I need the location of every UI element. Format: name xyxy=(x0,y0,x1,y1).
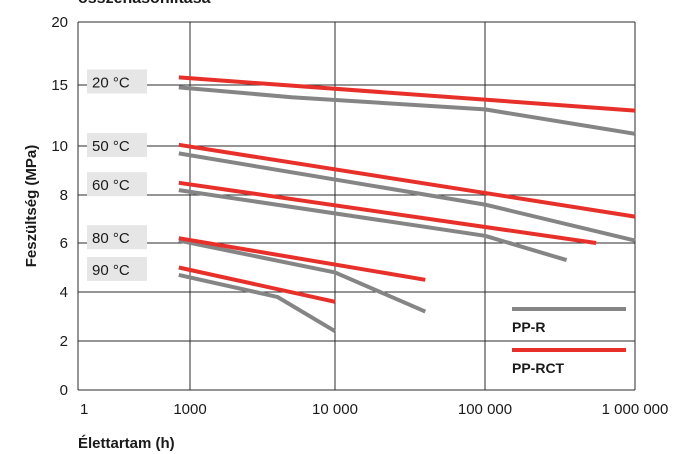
x-tick-label: 10 000 xyxy=(312,401,358,418)
series-line-pp-r-90 xyxy=(178,272,337,333)
chart-title: összehasonlítása xyxy=(78,0,211,8)
temp-label-bg xyxy=(87,225,147,250)
y-tick-label: 8 xyxy=(60,187,68,204)
y-tick-label: 10 xyxy=(51,138,68,155)
temp-label-bg xyxy=(87,256,147,281)
y-tick-label: 20 xyxy=(51,14,68,31)
y-axis-label: Feszültség (MPa) xyxy=(23,145,40,268)
temp-label-bg xyxy=(87,69,147,94)
y-tick-label: 4 xyxy=(60,284,68,301)
legend-label: PP-R xyxy=(512,319,545,335)
x-ticks: 1 1000 10 000 100 000 1 000 000 xyxy=(80,401,668,418)
temp-label: 80 °C xyxy=(92,230,130,247)
x-tick-label: 1 000 000 xyxy=(602,401,669,418)
series-line-pp-rct-80 xyxy=(178,236,426,282)
x-axis-label: Élettartam (h) xyxy=(78,435,175,452)
x-tick-label: 100 000 xyxy=(458,401,512,418)
series-line-pp-r-60 xyxy=(178,188,568,263)
y-tick-label: 2 xyxy=(60,333,68,350)
x-tick-label: 1 xyxy=(80,401,88,418)
legend: PP-R PP-RCT xyxy=(512,307,626,376)
series-line-pp-rct-60 xyxy=(178,180,597,245)
temperature-labels: 20 °C 50 °C 60 °C 80 °C 90 °C xyxy=(87,69,147,281)
series-line-pp-r-20 xyxy=(178,85,636,136)
y-tick-label: 15 xyxy=(51,77,68,94)
series-line-pp-rct-20 xyxy=(178,75,636,113)
series-line-pp-rct-90 xyxy=(178,265,336,304)
temp-label-bg xyxy=(87,172,147,197)
series-line-pp-r-80 xyxy=(178,238,427,314)
series-line-pp-r-50 xyxy=(178,151,636,243)
temp-label: 90 °C xyxy=(92,262,130,279)
series-lines xyxy=(178,75,636,333)
x-tick-label: 1000 xyxy=(173,401,206,418)
temp-label: 50 °C xyxy=(92,138,130,155)
y-tick-label: 0 xyxy=(60,382,68,399)
temp-label-bg xyxy=(87,133,147,157)
y-ticks: 0 2 4 6 8 10 15 20 xyxy=(51,14,68,399)
legend-label: PP-RCT xyxy=(512,360,565,376)
temp-label: 20 °C xyxy=(92,74,130,91)
temp-label: 60 °C xyxy=(92,177,130,194)
y-tick-label: 6 xyxy=(60,235,68,252)
series-line-pp-rct-50 xyxy=(178,142,636,219)
grid xyxy=(77,21,636,391)
